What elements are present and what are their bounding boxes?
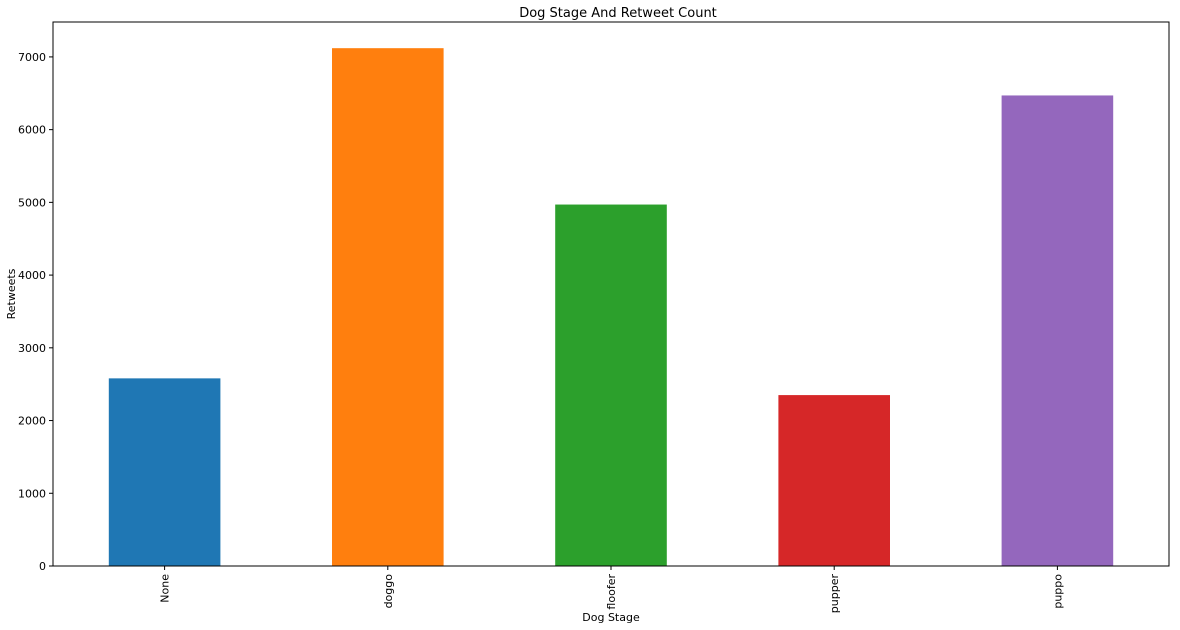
bar-pupper	[778, 395, 890, 566]
x-tick-label: doggo	[382, 574, 395, 609]
y-tick-label: 0	[39, 560, 46, 573]
bars	[108, 48, 1114, 567]
x-tick-label: puppo	[1051, 574, 1064, 609]
plot-area: 0 1000 2000 3000 4000 5000 6000 7000 None doggo f…	[18, 21, 1170, 614]
x-tick-label: pupper	[828, 574, 841, 614]
y-tick-label: 5000	[18, 196, 46, 209]
x-tick-label: floofer	[605, 574, 618, 610]
bar-none	[108, 378, 221, 566]
x-axis-label: Dog Stage	[582, 611, 640, 624]
bar-doggo	[332, 48, 444, 566]
x-tick-label: None	[159, 574, 172, 603]
y-tick-label: 7000	[18, 51, 46, 64]
y-tick-label: 2000	[18, 415, 46, 428]
bar-floofer	[555, 204, 667, 566]
y-tick-label: 4000	[18, 269, 46, 282]
y-tick-label: 6000	[18, 124, 46, 137]
y-tick-label: 1000	[18, 487, 46, 500]
bar-puppo	[1001, 95, 1114, 567]
y-axis-label: Retweets	[5, 268, 18, 319]
y-tick-label: 3000	[18, 342, 46, 355]
y-axis-ticks: 0 1000 2000 3000 4000 5000 6000 7000	[18, 51, 53, 573]
x-axis-ticks: None doggo floofer pupper puppo	[159, 566, 1064, 614]
chart-title: Dog Stage And Retweet Count	[519, 6, 717, 21]
